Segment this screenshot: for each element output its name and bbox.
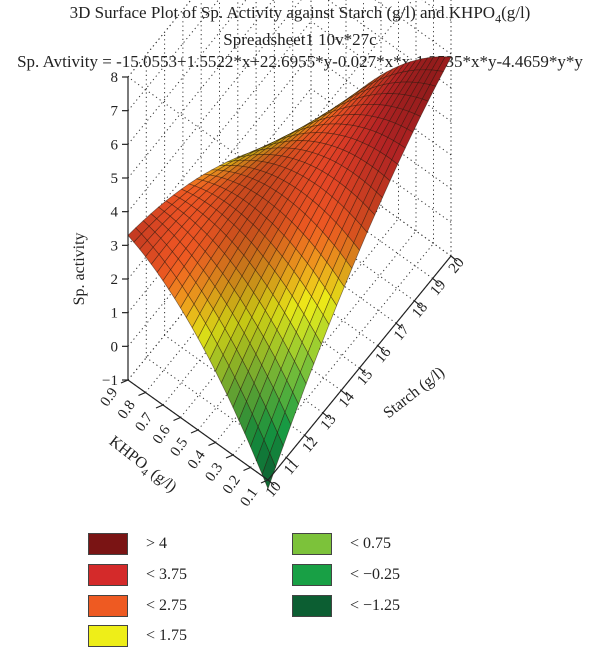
y-tick [243,466,251,472]
y-tick [260,479,269,484]
y-tick [225,454,234,459]
x-axis-title: Starch (g/l) [380,364,448,422]
z-tick-label: −1 [102,373,118,389]
x-tick [395,322,403,329]
y-tick [155,404,164,409]
z-tick-label: 3 [111,238,119,254]
y-tick-label: 0.2 [220,473,244,498]
y-tick-label: 0.1 [237,485,261,510]
x-tick [304,434,311,441]
x-tick [267,479,275,486]
x-tick [322,412,330,419]
surface-mesh [127,56,452,490]
y-tick-label: 0.4 [185,447,209,472]
y-tick-label: 0.5 [167,435,191,460]
y-tick [208,441,216,447]
y-tick [138,391,146,397]
chart-title: 3D Surface Plot of Sp. Activity against … [69,3,531,26]
axes [120,76,458,486]
x-tick [285,457,293,464]
chart-subtitle: Spreadsheet1 10v*27c [223,30,377,50]
x-tick [359,367,366,374]
x-tick [432,277,440,284]
z-tick-label: 4 [111,205,119,221]
y-tick-label: 0.8 [115,398,139,423]
grid-line [374,0,452,55]
z-tick-label: 7 [111,104,119,120]
z-axis-title: Sp. activity [71,232,88,305]
z-tick-label: 5 [111,171,119,187]
z-tick-label: 1 [111,306,119,322]
z-tick-label: 0 [111,339,119,355]
z-tick-label: 6 [111,137,119,153]
y-tick [173,416,181,422]
y-tick-label: 0.7 [132,410,156,435]
y-axis-title: KHPO4 (g/l) [104,433,180,498]
z-tick-label: 2 [111,272,119,288]
x-tick [340,389,348,396]
x-tick [377,345,385,352]
z-tick-label: 8 [111,70,119,86]
x-tick [450,255,458,262]
x-tick [414,300,421,307]
y-tick [190,429,199,434]
y-tick-label: 0.6 [150,422,174,447]
y-tick-label: 0.3 [202,460,226,485]
